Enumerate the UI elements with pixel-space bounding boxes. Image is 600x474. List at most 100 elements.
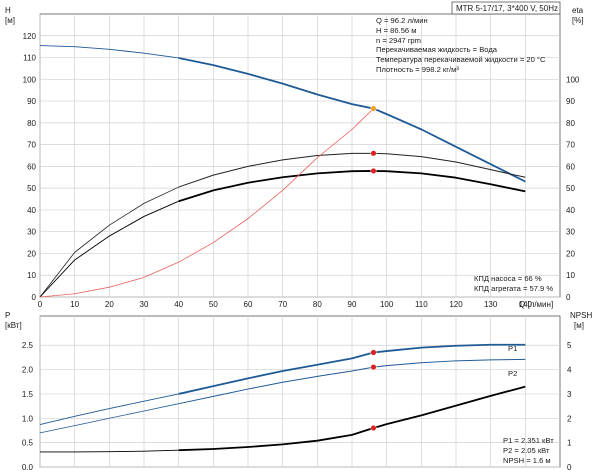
top-left-tick-label: 120 bbox=[23, 32, 37, 41]
bottom-right-tick-label: 0 bbox=[567, 463, 572, 472]
top-right-axis-title: eta bbox=[572, 6, 584, 15]
bottom-right-tick-label: 4 bbox=[567, 366, 572, 375]
duty-line-n: n = 2947 rpm bbox=[376, 36, 421, 45]
series bbox=[39, 45, 526, 453]
top-right-axis-unit: [%] bbox=[572, 16, 584, 25]
top-x-tick-label: 110 bbox=[415, 300, 428, 309]
top-left-tick-label: 30 bbox=[27, 228, 36, 237]
top-x-tick-label: 20 bbox=[105, 300, 114, 309]
top-left-tick-label: 110 bbox=[23, 54, 36, 63]
top-right-tick-label: 90 bbox=[566, 97, 575, 106]
H-curve-extrapolated bbox=[39, 45, 179, 59]
P2-duty-marker bbox=[370, 364, 377, 371]
axis-ticks: 0 10 20 30 40 50 60 70 80 90 100 110 120 130 140010203… bbox=[22, 32, 580, 472]
bottom-left-tick-label: 2.5 bbox=[22, 341, 34, 350]
P1-curve-extrapolated bbox=[39, 393, 179, 426]
eta_unit-curve-extrapolated bbox=[39, 200, 179, 298]
x-axis-title: Q [л/мин] bbox=[519, 300, 553, 309]
grid bbox=[39, 14, 560, 468]
power-p1-label: P1 = 2.351 кВт bbox=[503, 436, 554, 445]
bottom-left-tick-label: 1.5 bbox=[22, 390, 34, 399]
p1-series-label: P1 bbox=[508, 344, 517, 353]
top-x-tick-label: 0 bbox=[38, 300, 43, 309]
top-x-tick-label: 130 bbox=[484, 300, 498, 309]
bottom-plot-frame bbox=[39, 315, 561, 468]
top-right-tick-label: 70 bbox=[566, 141, 575, 150]
markers bbox=[370, 105, 377, 432]
eta_pump-curve bbox=[178, 152, 526, 188]
top-x-tick-label: 30 bbox=[140, 300, 149, 309]
bottom-right-axis-title: NPSH bbox=[570, 311, 592, 320]
eta_unit-curve bbox=[178, 170, 526, 203]
top-left-axis-title: H bbox=[5, 6, 11, 15]
bottom-left-axis-title: P bbox=[5, 311, 10, 320]
top-x-tick-label: 70 bbox=[278, 300, 287, 309]
top-x-tick-label: 50 bbox=[209, 300, 218, 309]
top-x-tick-label: 60 bbox=[244, 300, 253, 309]
top-x-tick-label: 140 bbox=[519, 300, 533, 309]
eff-unit-label: КПД агрегата = 57.9 % bbox=[474, 284, 553, 293]
top-left-tick-label: 40 bbox=[27, 206, 36, 215]
duty-line-temperature: Температура перекачиваемой жидкости = 20… bbox=[376, 55, 546, 64]
top-right-tick-label: 80 bbox=[566, 119, 575, 128]
top-left-tick-label: 100 bbox=[23, 75, 37, 84]
top-x-tick-label: 10 bbox=[70, 300, 79, 309]
top-left-tick-label: 10 bbox=[27, 271, 36, 280]
top-right-tick-label: 60 bbox=[566, 162, 575, 171]
top-right-tick-label: 20 bbox=[566, 249, 575, 258]
eta_pump-curve-extrapolated bbox=[39, 186, 179, 298]
power-p2-label: P2 = 2.05 кВт bbox=[503, 446, 550, 455]
power-npsh-label: NPSH = 1.6 м bbox=[503, 456, 551, 465]
top-right-tick-label: 50 bbox=[566, 184, 575, 193]
bottom-left-tick-label: 2.0 bbox=[22, 366, 34, 375]
H-duty-marker bbox=[370, 105, 377, 112]
duty-line-h: H = 86.56 м bbox=[376, 26, 416, 35]
NPSH-curve-extrapolated bbox=[40, 449, 179, 453]
P2-curve bbox=[178, 358, 526, 405]
bottom-right-axis-unit: [м] bbox=[574, 321, 584, 330]
H-curve bbox=[178, 57, 526, 183]
top-left-tick-label: 60 bbox=[27, 162, 36, 171]
duty-line-density: Плотность = 998.2 кг/м³ bbox=[376, 65, 459, 74]
top-x-tick-label: 80 bbox=[313, 300, 322, 309]
top-left-tick-label: 50 bbox=[27, 184, 36, 193]
system-curve bbox=[39, 108, 374, 298]
top-right-tick-label: 30 bbox=[566, 228, 575, 237]
eta_pump-duty-marker bbox=[370, 150, 377, 157]
eff-pump-label: КПД насоса = 66 % bbox=[474, 274, 542, 283]
P1-duty-marker bbox=[370, 349, 377, 356]
duty-line-q: Q = 96.2 л/мин bbox=[376, 16, 428, 25]
duty-line-liquid: Перекачиваемая жидкость = Вода bbox=[376, 45, 498, 54]
bottom-left-tick-label: 1.0 bbox=[22, 414, 34, 423]
top-x-tick-label: 100 bbox=[380, 300, 394, 309]
bottom-left-tick-label: 0.0 bbox=[22, 463, 34, 472]
top-left-tick-label: 0 bbox=[32, 293, 37, 302]
top-x-tick-label: 120 bbox=[449, 300, 463, 309]
chart-title: MTR 5-17/17, 3*400 V, 50Hz bbox=[456, 4, 558, 13]
p2-series-label: P2 bbox=[508, 369, 517, 378]
top-right-tick-label: 100 bbox=[566, 75, 580, 84]
top-left-tick-label: 20 bbox=[27, 249, 36, 258]
bottom-left-axis-unit: [кВт] bbox=[5, 321, 22, 330]
top-left-axis-unit: [м] bbox=[5, 16, 15, 25]
bottom-right-tick-label: 1 bbox=[567, 439, 572, 448]
top-x-tick-label: 90 bbox=[348, 300, 357, 309]
top-right-tick-label: 40 bbox=[566, 206, 575, 215]
top-right-tick-label: 0 bbox=[566, 293, 571, 302]
top-left-tick-label: 90 bbox=[27, 97, 36, 106]
title-box bbox=[451, 1, 561, 15]
NPSH-curve bbox=[178, 385, 526, 452]
top-x-tick-label: 40 bbox=[174, 300, 183, 309]
bottom-right-tick-label: 5 bbox=[567, 341, 572, 350]
P2-curve-extrapolated bbox=[39, 403, 179, 434]
top-left-tick-label: 80 bbox=[27, 119, 36, 128]
P1-curve bbox=[178, 343, 526, 395]
top-left-tick-label: 70 bbox=[27, 141, 36, 150]
bottom-left-tick-label: 0.5 bbox=[22, 439, 34, 448]
eta_unit-duty-marker bbox=[370, 167, 377, 175]
bottom-right-tick-label: 2 bbox=[567, 414, 572, 423]
bottom-right-tick-label: 3 bbox=[567, 390, 572, 399]
top-right-tick-label: 10 bbox=[566, 271, 575, 280]
NPSH-duty-marker bbox=[370, 424, 377, 432]
